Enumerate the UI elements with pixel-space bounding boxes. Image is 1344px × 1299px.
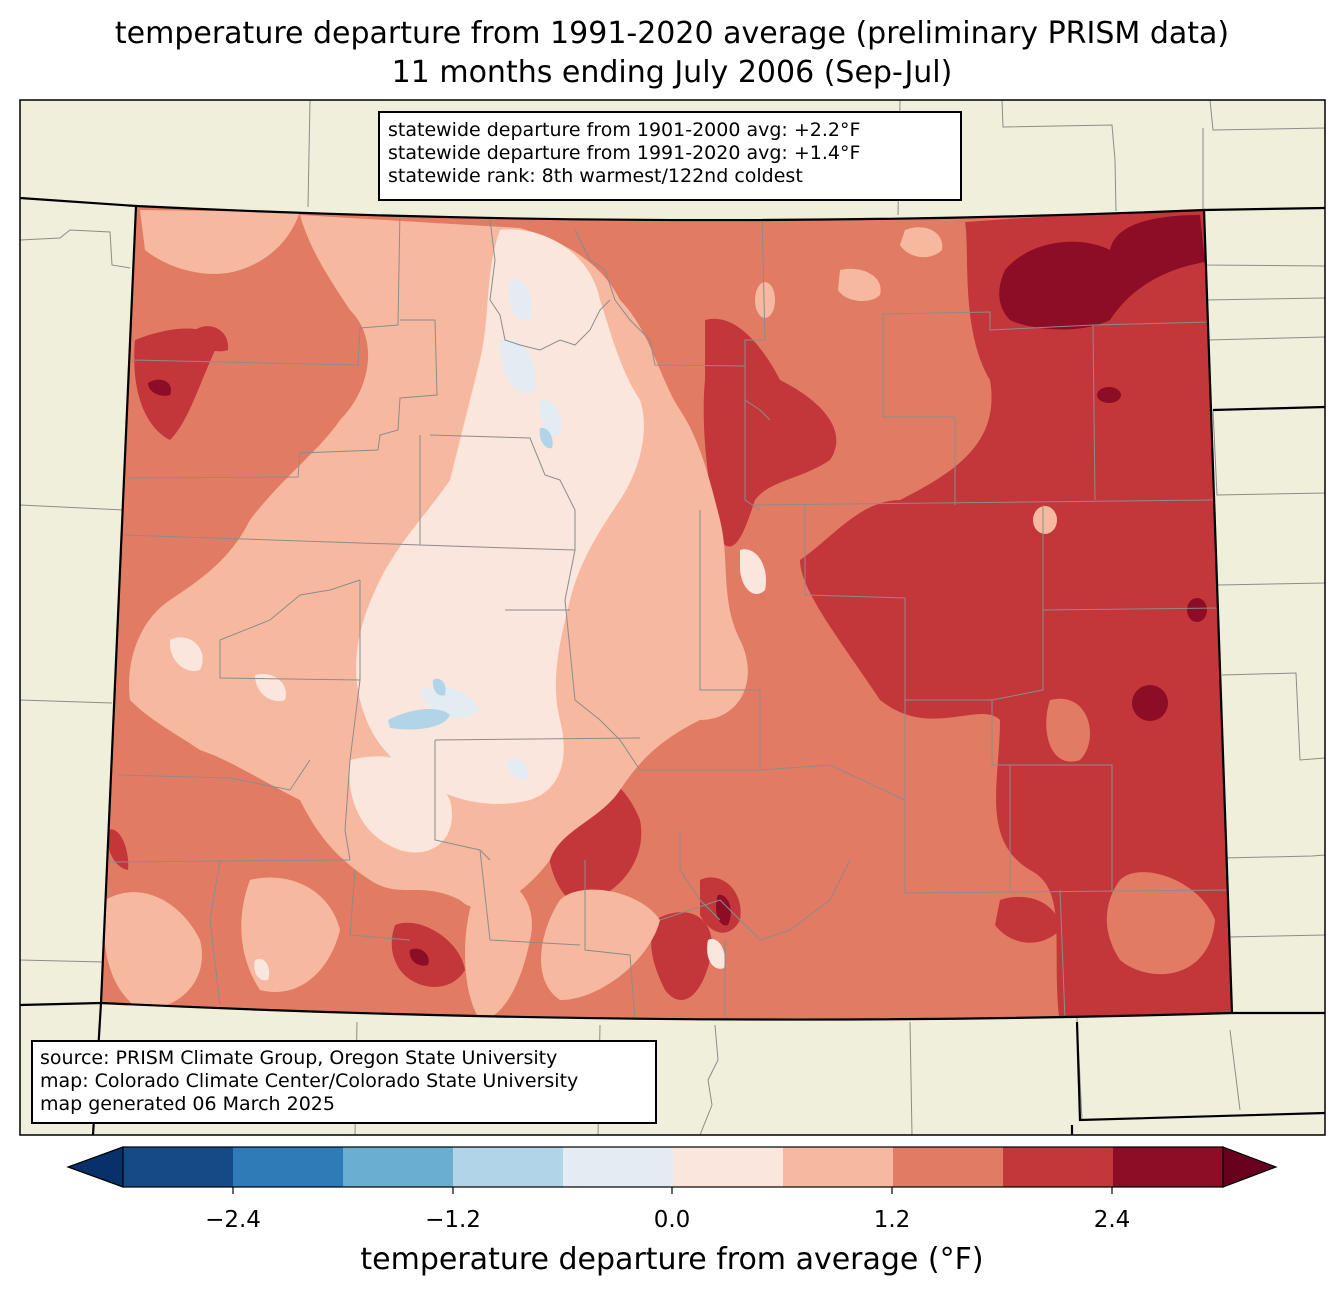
colorbar-segment [1113,1147,1223,1187]
map-credit-line: map: Colorado Climate Center/Colorado St… [40,1070,579,1092]
statewide-rank: statewide rank: 8th warmest/122nd coldes… [388,165,803,187]
departure-1991-2020: statewide departure from 1991-2020 avg: … [388,142,861,164]
map-subtitle: 11 months ending July 2006 (Sep-Jul) [391,55,953,90]
map-frame [19,99,1326,1136]
statewide-stats-box: statewide departure from 1901-2000 avg: … [378,111,962,201]
colorbar-tick-label: 1.2 [873,1207,911,1233]
colorbar-outline [122,1146,1224,1188]
colorbar-segment [783,1147,893,1187]
colorbar-segment [343,1147,453,1187]
departure-1901-2000: statewide departure from 1901-2000 avg: … [388,119,861,141]
colorbar [66,1146,1278,1194]
colorbar-segment [1003,1147,1113,1187]
colorbar-tick-label: −2.4 [205,1207,261,1233]
temperature-departure-field [101,206,1232,1020]
colorbar-extend-high [1222,1146,1278,1188]
map-title: temperature departure from 1991-2020 ave… [114,16,1230,51]
colorbar-tick-label: −1.2 [425,1207,481,1233]
generated-date-line: map generated 06 March 2025 [40,1093,335,1115]
colorbar-segment [563,1147,673,1187]
colorbar-label: temperature departure from average (°F) [360,1242,984,1277]
colorbar-tick-label: 2.4 [1093,1207,1131,1233]
source-box: source: PRISM Climate Group, Oregon Stat… [31,1040,657,1124]
colorbar-tick-label: 0.0 [653,1207,691,1233]
state-borders [20,196,1325,1135]
colorbar-segment [123,1147,233,1187]
source-line: source: PRISM Climate Group, Oregon Stat… [40,1047,558,1069]
colorado-county-lines [109,209,1231,1020]
colorbar-extend-low [66,1146,124,1188]
colorbar-segment [893,1147,1003,1187]
colorbar-segment [233,1147,343,1187]
colorbar-segment [453,1147,563,1187]
colorbar-segment [673,1147,783,1187]
